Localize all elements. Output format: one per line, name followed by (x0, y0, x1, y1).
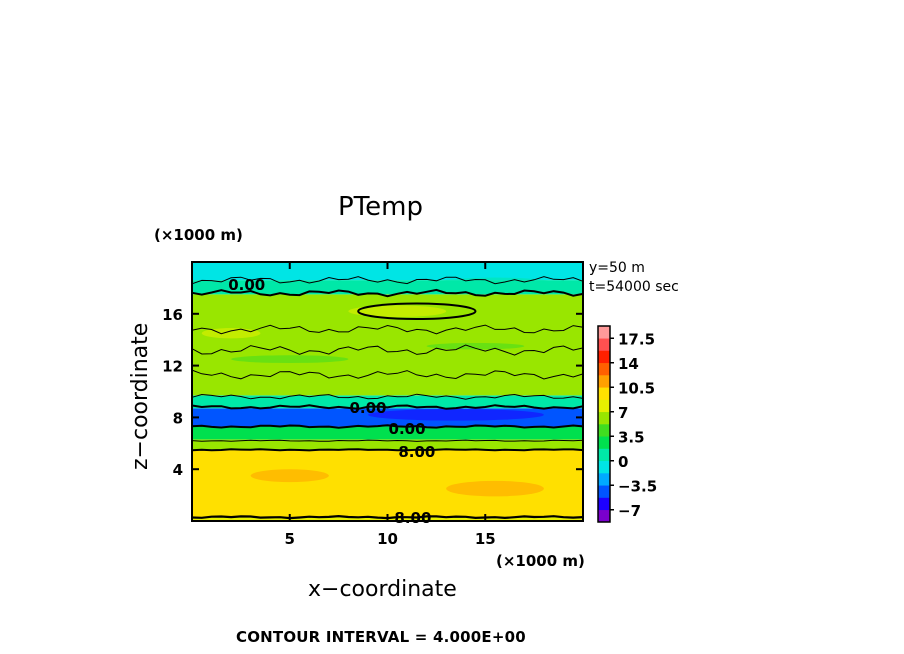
colorbar-swatch-10 (598, 387, 610, 400)
contour-label-1: 0.00 (349, 399, 386, 417)
contour-line-8 (191, 344, 584, 356)
contour-label-2: 0.00 (389, 420, 426, 438)
colorbar-swatch-12 (598, 362, 610, 376)
colorbar-label-2: 10.5 (618, 379, 655, 397)
colorbar-swatch-4 (598, 460, 610, 474)
colorbar-swatch-7 (598, 424, 610, 437)
contour-interval-note: CONTOUR INTERVAL = 4.000E+00 (236, 628, 526, 646)
colorbar-swatch-15 (598, 326, 610, 339)
field-layer-5 (192, 395, 583, 409)
y-axis-unit: (×1000 m) (154, 226, 243, 244)
field-patch-6 (426, 277, 564, 294)
contour-line-5 (191, 393, 584, 400)
chart-title: PTemp (338, 192, 423, 222)
contour-line-9 (191, 324, 584, 335)
colorbar: 17.5 14 10.5 7 3.5 0 −3.5 −7 (597, 325, 657, 523)
colorbar-swatch-3 (598, 473, 610, 486)
x-tick-label-0: 5 (285, 530, 295, 548)
contour-line-3 (191, 424, 584, 429)
colorbar-swatch-0 (598, 509, 610, 523)
contour-line-2 (191, 439, 584, 442)
colorbar-frame (597, 325, 611, 523)
x-tick-label-2: 15 (475, 530, 496, 548)
contour-label-3: 8.00 (398, 443, 435, 461)
x-axis-label: x−coordinate (308, 577, 457, 602)
colorbar-label-0: 17.5 (618, 330, 655, 348)
colorbar-label-1: 14 (618, 355, 639, 373)
y-axis-label: z−coordinate (128, 322, 153, 470)
axis-ticks: 5 10 15 4 8 12 16 (162, 262, 583, 548)
y-position-note: y=50 m (589, 260, 645, 276)
colorbar-label-5: 0 (618, 453, 628, 471)
field-patch-7 (250, 469, 329, 483)
field-patch-5 (270, 397, 388, 404)
contour-label-4: 8.00 (394, 509, 431, 527)
colorbar-swatch-11 (598, 375, 610, 388)
time-note: t=54000 sec (589, 279, 679, 295)
contour-closed-high (357, 302, 477, 320)
y-tick-label-2: 12 (162, 358, 183, 376)
field-patch-2 (426, 342, 525, 350)
field-layer-3 (192, 426, 583, 440)
colorbar-swatch-1 (598, 497, 610, 511)
x-axis-unit: (×1000 m) (496, 552, 585, 570)
field-patch-8 (446, 480, 544, 497)
colorbar-label-3: 7 (618, 404, 628, 422)
colorbar-swatch-14 (598, 338, 610, 351)
x-tick-label-1: 10 (377, 530, 398, 548)
colorbar-swatch-8 (598, 411, 610, 425)
field-patch-1 (231, 355, 349, 364)
field-patch-0 (348, 305, 447, 318)
y-tick-label-0: 4 (173, 461, 183, 479)
contour-line-6 (191, 288, 584, 298)
colorbar-swatch-5 (598, 448, 610, 462)
y-tick-label-3: 16 (162, 306, 183, 324)
field-layer-2 (192, 439, 583, 450)
contour-line-10 (191, 369, 584, 380)
colorbar-swatch-13 (598, 350, 610, 364)
colorbar-swatch-2 (598, 485, 610, 498)
field-patch-4 (367, 408, 544, 421)
contour-line-7 (191, 276, 584, 285)
colorbar-label-4: 3.5 (618, 428, 645, 446)
contour-label-0: 0.00 (228, 276, 265, 294)
contour-line-1 (191, 448, 584, 452)
heatmap-field (192, 262, 583, 521)
colorbar-label-7: −7 (618, 502, 641, 520)
y-tick-label-1: 8 (173, 409, 183, 427)
colorbar-label-6: −3.5 (618, 477, 657, 495)
contour-line-4 (191, 404, 584, 410)
colorbar-swatch-6 (598, 436, 610, 449)
colorbar-swatch-9 (598, 399, 610, 413)
